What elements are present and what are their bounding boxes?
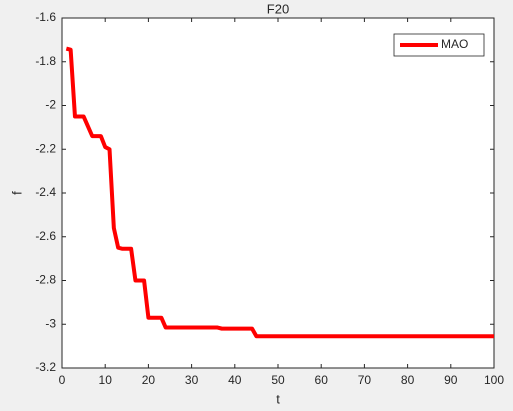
y-tick-label: -1.8 (35, 54, 56, 68)
data-line (65, 46, 494, 339)
x-tick-label: 70 (358, 373, 372, 387)
x-tick-label: 90 (444, 373, 458, 387)
y-tick-label: -1.6 (35, 10, 56, 24)
y-tick-label: -2.8 (35, 273, 56, 287)
legend-label: MAO (441, 37, 468, 51)
x-tick-label: 100 (484, 373, 504, 387)
y-tick-label: -2.4 (35, 185, 56, 199)
x-tick-label: 0 (59, 373, 66, 387)
x-tick-label: 30 (185, 373, 199, 387)
x-tick-label: 10 (99, 373, 113, 387)
x-tick-label: 20 (142, 373, 156, 387)
y-tick-label: -2 (45, 98, 56, 112)
y-tick-label: -2.6 (35, 229, 56, 243)
y-tick-label: -3 (45, 316, 56, 330)
x-tick-label: 40 (228, 373, 242, 387)
x-tick-label: 60 (315, 373, 329, 387)
x-axis-label: t (276, 391, 280, 406)
x-tick-label: 50 (271, 373, 285, 387)
plot-area (62, 18, 494, 368)
axes-box (61, 17, 495, 369)
legend-box (393, 33, 485, 57)
y-axis-label: f (9, 191, 24, 195)
y-tick-label: -3.2 (35, 360, 56, 374)
chart-title: F20 (267, 1, 289, 16)
y-tick-label: -2.2 (35, 141, 56, 155)
x-tick-label: 80 (401, 373, 415, 387)
